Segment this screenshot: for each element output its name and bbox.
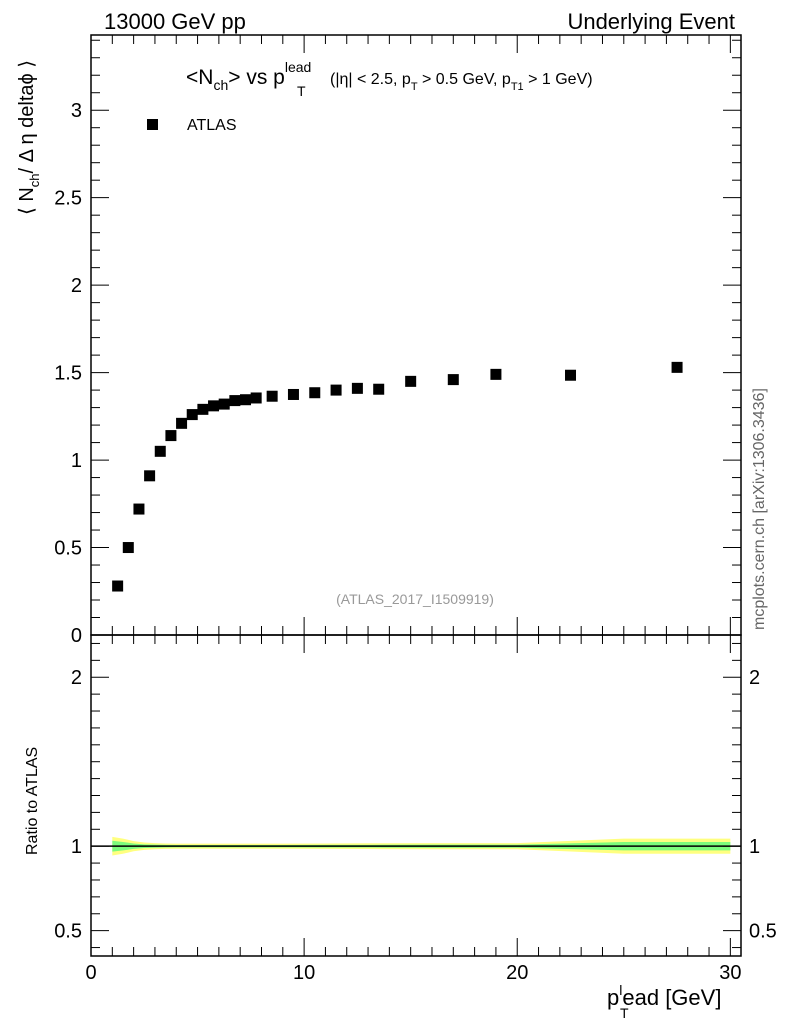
atlas-data-point bbox=[373, 383, 385, 395]
main-y-tick-label: 0 bbox=[71, 625, 82, 647]
main-y-tick-label: 2 bbox=[71, 275, 82, 297]
main-y-tick-label: 1.5 bbox=[54, 363, 82, 385]
title-cuts-sub-T: T bbox=[411, 81, 418, 93]
x-label-post: ead [GeV] bbox=[622, 985, 721, 1010]
title-mid-text: > vs p bbox=[228, 66, 285, 89]
title-cuts: (|η| < 2.5, pT > 0.5 GeV, pT1 > 1 GeV) bbox=[330, 71, 593, 93]
plot-title: <Nch> vs plead bbox=[186, 59, 311, 93]
ratio-x-axis-ticks bbox=[90, 635, 731, 956]
atlas-data-point bbox=[671, 361, 683, 373]
ratio-x-tick-label: 20 bbox=[506, 962, 528, 984]
atlas-data-point bbox=[133, 503, 145, 515]
main-y-axis-tick-labels: 0 0.5 1 1.5 2 2.5 3 bbox=[54, 100, 82, 647]
title-main-text: <N bbox=[186, 66, 213, 89]
ratio-y-tick-label-right: 0.5 bbox=[749, 921, 777, 943]
atlas-data-point bbox=[165, 430, 177, 442]
atlas-data-point bbox=[309, 387, 321, 399]
atlas-data-point bbox=[122, 542, 134, 554]
ratio-y-tick-label-left: 1 bbox=[71, 836, 82, 858]
main-y-tick-label: 3 bbox=[71, 100, 82, 122]
x-label-sup: l bbox=[619, 982, 622, 998]
y-label-sub: ch bbox=[27, 173, 42, 187]
atlas-data-point bbox=[266, 390, 278, 402]
legend-label-atlas: ATLAS bbox=[187, 117, 237, 134]
ratio-y-tick-label-right: 1 bbox=[749, 836, 760, 858]
atlas-data-point bbox=[405, 375, 417, 387]
title-sub-T: T bbox=[297, 83, 306, 99]
ratio-x-tick-label: 10 bbox=[293, 962, 315, 984]
atlas-data-point bbox=[240, 394, 252, 406]
atlas-data-point bbox=[490, 368, 502, 380]
ratio-y-axis-label: Ratio to ATLAS bbox=[24, 747, 41, 855]
atlas-data-point bbox=[186, 409, 198, 421]
main-panel: 00.511.522.53 <Nch> vs plead T (|η| < 2.… bbox=[16, 34, 742, 647]
main-y-axis-label: ⟨ Nch/ Δ η deltaϕ ⟩ bbox=[16, 60, 42, 215]
atlas-data-point bbox=[197, 403, 209, 415]
ratio-panel: 0.5 1 2 0.5 1 2 0 10 20 30 Ratio to ATLAS plead… bbox=[24, 634, 777, 1021]
analysis-watermark: (ATLAS_2017_I1509919) bbox=[336, 591, 494, 607]
atlas-data-point bbox=[154, 445, 166, 457]
atlas-data-point bbox=[229, 395, 241, 407]
atlas-data-point bbox=[250, 392, 262, 404]
y-label-pre: ⟨ N bbox=[16, 187, 38, 215]
atlas-data-point bbox=[287, 388, 299, 400]
title-sub-ch: ch bbox=[213, 77, 228, 93]
atlas-data-point bbox=[330, 384, 342, 396]
header-left-label: 13000 GeV pp bbox=[104, 9, 246, 34]
atlas-data-point bbox=[176, 417, 188, 429]
ratio-y-tick-label-left: 2 bbox=[71, 667, 82, 689]
title-sup-lead: lead bbox=[285, 59, 311, 75]
ratio-y-axis-tick-labels-right: 0.5 1 2 bbox=[749, 667, 777, 942]
legend-marker-atlas bbox=[147, 119, 158, 130]
y-label-post: / Δ η deltaϕ ⟩ bbox=[16, 60, 38, 174]
side-source-label: mcplots.cern.ch [arXiv:1306.3436] bbox=[751, 388, 768, 630]
x-label-pre: p bbox=[607, 985, 619, 1010]
atlas-data-points bbox=[112, 361, 683, 592]
x-label-sub: T bbox=[620, 1005, 629, 1021]
atlas-data-point bbox=[565, 369, 577, 381]
atlas-data-point bbox=[208, 400, 220, 412]
title-cuts-mid: > 0.5 GeV, p bbox=[418, 71, 511, 88]
ratio-y-tick-label-right: 2 bbox=[749, 667, 760, 689]
header-right-label: Underlying Event bbox=[567, 9, 735, 34]
ratio-y-axis-tick-labels-left: 0.5 1 2 bbox=[54, 667, 82, 942]
atlas-data-point bbox=[447, 374, 459, 386]
ratio-y-axis-ticks bbox=[91, 642, 741, 949]
main-y-tick-label: 1 bbox=[71, 450, 82, 472]
main-y-tick-label: 2.5 bbox=[54, 188, 82, 210]
ratio-x-tick-label: 30 bbox=[719, 962, 741, 984]
main-y-tick-label: 0.5 bbox=[54, 538, 82, 560]
main-y-axis-ticks bbox=[91, 39, 741, 636]
ratio-x-axis-label: plead [GeV] bbox=[607, 982, 721, 1010]
atlas-data-point bbox=[218, 398, 230, 410]
title-cuts-close: > 1 GeV) bbox=[524, 71, 593, 88]
title-cuts-sub-T1: T1 bbox=[511, 81, 524, 93]
atlas-data-point bbox=[144, 470, 156, 482]
ratio-x-tick-label: 0 bbox=[85, 962, 96, 984]
ratio-x-axis-tick-labels: 0 10 20 30 bbox=[85, 962, 741, 984]
atlas-data-point bbox=[112, 580, 124, 592]
ratio-y-tick-label-left: 0.5 bbox=[54, 921, 82, 943]
title-cuts-open: (|η| < 2.5, p bbox=[330, 71, 411, 88]
main-x-axis-ticks bbox=[90, 35, 731, 635]
atlas-data-point bbox=[351, 382, 363, 394]
